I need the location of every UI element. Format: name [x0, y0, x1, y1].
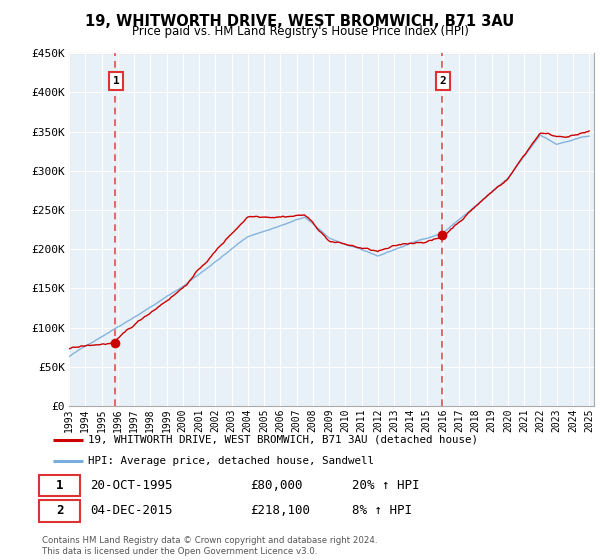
Text: Price paid vs. HM Land Registry's House Price Index (HPI): Price paid vs. HM Land Registry's House … — [131, 25, 469, 38]
Text: £218,100: £218,100 — [250, 504, 310, 517]
Text: HPI: Average price, detached house, Sandwell: HPI: Average price, detached house, Sand… — [88, 456, 374, 466]
Text: 20% ↑ HPI: 20% ↑ HPI — [353, 479, 420, 492]
Text: Contains HM Land Registry data © Crown copyright and database right 2024.
This d: Contains HM Land Registry data © Crown c… — [42, 536, 377, 556]
Text: 1: 1 — [56, 479, 64, 492]
Text: 19, WHITWORTH DRIVE, WEST BROMWICH, B71 3AU: 19, WHITWORTH DRIVE, WEST BROMWICH, B71 … — [85, 14, 515, 29]
Text: 8% ↑ HPI: 8% ↑ HPI — [353, 504, 413, 517]
Text: 2: 2 — [440, 76, 446, 86]
Text: 1: 1 — [113, 76, 119, 86]
Text: 19, WHITWORTH DRIVE, WEST BROMWICH, B71 3AU (detached house): 19, WHITWORTH DRIVE, WEST BROMWICH, B71 … — [88, 435, 478, 445]
FancyBboxPatch shape — [40, 475, 80, 496]
Text: £80,000: £80,000 — [250, 479, 302, 492]
Text: 20-OCT-1995: 20-OCT-1995 — [91, 479, 173, 492]
FancyBboxPatch shape — [40, 501, 80, 521]
Text: 2: 2 — [56, 504, 64, 517]
Text: 04-DEC-2015: 04-DEC-2015 — [91, 504, 173, 517]
